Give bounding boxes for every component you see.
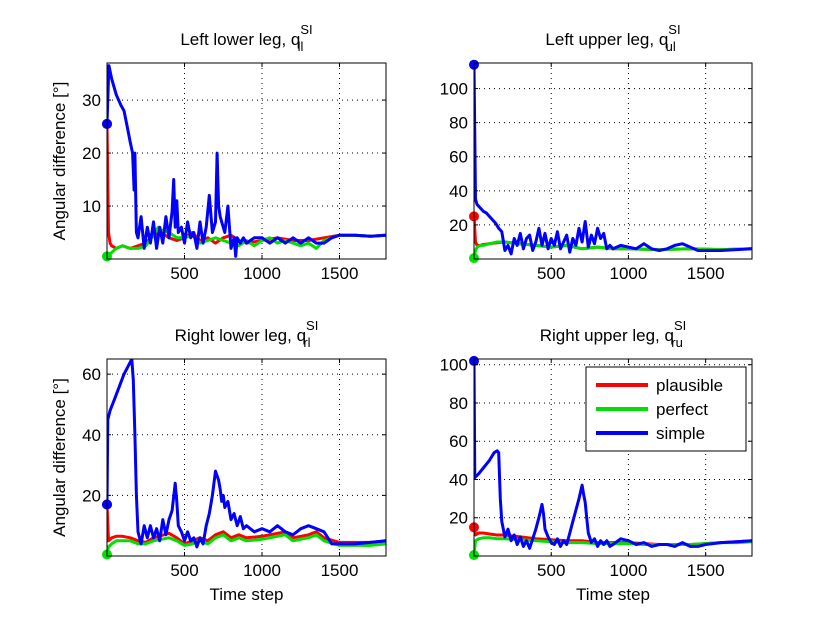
tick-label-x: 500 — [170, 264, 198, 283]
chart-title: Right lower leg, qSI rl — [175, 318, 319, 350]
chart-title-sup: SI — [300, 22, 312, 37]
axis-label-y: Angular difference [°] — [50, 378, 69, 537]
series-line-perfect — [107, 225, 386, 258]
tick-label-x: 1500 — [687, 264, 725, 283]
chart-title-text: Right upper leg, — [540, 326, 665, 345]
tick-label-y: 100 — [440, 80, 468, 99]
legend-label-simple: simple — [656, 424, 705, 443]
tick-label-x: 500 — [537, 561, 565, 580]
tick-label-x: 1000 — [243, 561, 281, 580]
chart-title: Right upper leg, qSI ru — [540, 318, 687, 350]
chart-title-sub: ru — [671, 335, 683, 350]
tick-label-x: 500 — [170, 561, 198, 580]
chart-title-sup: SI — [668, 22, 680, 37]
chart-title-symbol: q — [297, 326, 306, 345]
chart-title: Left lower leg, qSI ll — [180, 22, 312, 54]
axis-label-x: Time step — [209, 585, 283, 604]
series-line-simple — [107, 64, 386, 258]
chart-title-sub: rl — [303, 335, 310, 350]
series-line-perfect — [107, 533, 386, 555]
tick-label-x: 1500 — [687, 561, 725, 580]
tick-label-y: 10 — [82, 197, 101, 216]
tick-label-y: 80 — [449, 114, 468, 133]
legend: plausible perfect simple — [585, 366, 747, 452]
tick-label-y: 60 — [449, 432, 468, 451]
chart-panel-1: 500 1000 1500 10 20 30 Left lower leg, qSI ll An… — [50, 22, 387, 283]
axes-box — [473, 62, 753, 260]
tick-label-y: 60 — [82, 365, 101, 384]
series-line-simple — [474, 360, 752, 550]
chart-panel-3: 500 1000 1500 20 40 60 Right lower leg, qSI rl A… — [50, 318, 387, 604]
tick-label-y: 60 — [449, 148, 468, 167]
series-line-perfect — [474, 536, 752, 556]
tick-label-y: 20 — [449, 216, 468, 235]
tick-label-x: 1500 — [321, 264, 359, 283]
axes-box — [106, 62, 387, 260]
tick-label-x: 1000 — [243, 264, 281, 283]
series-line-plausible — [107, 504, 386, 546]
legend-label-plausible: plausible — [656, 376, 723, 395]
tick-label-x: 1000 — [610, 264, 648, 283]
chart-title-sup: SI — [674, 318, 686, 333]
series-line-simple — [107, 359, 386, 549]
chart-title-sub: ll — [298, 39, 304, 54]
tick-label-y: 30 — [82, 91, 101, 110]
series-line-simple — [474, 64, 752, 256]
legend-label-perfect: perfect — [656, 400, 708, 419]
tick-label-y: 20 — [82, 144, 101, 163]
tick-label-y: 40 — [449, 182, 468, 201]
axis-label-y: Angular difference [°] — [50, 82, 69, 241]
chart-title-symbol: q — [659, 30, 668, 49]
axes-box — [106, 358, 387, 557]
tick-label-x: 1000 — [610, 561, 648, 580]
tick-label-x: 500 — [537, 264, 565, 283]
chart-panel-4: 500 1000 1500 20 40 60 80 100 Right upper leg, q… — [440, 318, 753, 604]
chart-title-text: Left upper leg, — [545, 30, 658, 49]
tick-label-y: 100 — [440, 356, 468, 375]
chart-panel-2: 500 1000 1500 20 40 60 80 100 Left upper leg, qS… — [440, 22, 753, 283]
axes-box — [473, 358, 753, 557]
chart-title-text: Right lower leg, — [175, 326, 297, 345]
chart-title: Left upper leg, qSI ul — [545, 22, 680, 54]
tick-label-y: 40 — [82, 426, 101, 445]
tick-label-y: 20 — [449, 509, 468, 528]
tick-label-y: 40 — [449, 470, 468, 489]
chart-title-sup: SI — [306, 318, 318, 333]
chart-title-symbol: q — [291, 30, 300, 49]
tick-label-x: 1500 — [321, 561, 359, 580]
chart-title-symbol: q — [664, 326, 673, 345]
axis-label-x: Time step — [576, 585, 650, 604]
tick-label-y: 80 — [449, 394, 468, 413]
tick-label-y: 20 — [82, 486, 101, 505]
chart-title-text: Left lower leg, — [180, 30, 291, 49]
chart-title-sub: ul — [666, 39, 676, 54]
